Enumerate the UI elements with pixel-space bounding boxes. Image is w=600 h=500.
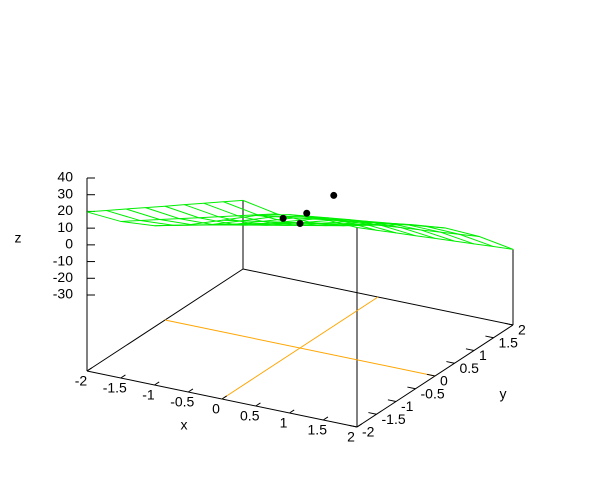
x-tick: [154, 381, 160, 386]
y-tick-label: 2: [518, 322, 526, 338]
y-tick: [407, 386, 416, 390]
y-tick: [504, 322, 514, 326]
y-tick-label: 1: [479, 347, 487, 363]
y-tick-label: 1.5: [499, 334, 519, 350]
z-tick-label: -20: [53, 269, 73, 285]
y-tick: [348, 424, 358, 428]
x-tick: [322, 416, 329, 421]
z-tick-label: -10: [53, 252, 73, 268]
x-tick: [86, 367, 92, 372]
data-point: [279, 214, 287, 222]
x-tick-label: -1.5: [103, 380, 127, 396]
mesh-line: [120, 213, 277, 222]
x-tick-label: 0: [212, 401, 220, 417]
y-tick: [426, 373, 436, 377]
mesh-line: [86, 199, 244, 213]
y-tick-label: 0: [440, 373, 448, 389]
mesh-line: [323, 218, 480, 237]
mesh-line: [154, 221, 311, 227]
x-tick: [255, 402, 261, 407]
data-point: [296, 220, 304, 228]
x-tick-label: 2: [347, 429, 355, 445]
x-tick-label: 1.5: [308, 422, 328, 438]
y-axis-label: y: [500, 386, 507, 402]
x-tick-label: -2: [75, 373, 88, 389]
data-point: [303, 209, 311, 217]
x-tick: [289, 409, 295, 414]
z-tick-label: 0: [65, 236, 73, 252]
mesh-line: [356, 226, 514, 250]
x-tick-label: 1: [280, 415, 288, 431]
x-tick-label: -1: [142, 387, 155, 403]
x-tick: [356, 423, 362, 428]
y-tick-label: 0.5: [460, 360, 480, 376]
mesh-line: [289, 214, 446, 229]
y-tick: [446, 361, 455, 364]
z-tick-label: 10: [57, 219, 73, 235]
x-tick-label: -0.5: [170, 394, 194, 410]
z-axis-label: z: [15, 230, 22, 246]
y-tick-label: -1: [401, 398, 414, 414]
data-point: [330, 191, 338, 199]
y-tick: [485, 335, 494, 339]
y-tick-label: -1.5: [382, 411, 406, 427]
y-tick: [368, 412, 377, 415]
y-tick: [387, 399, 397, 402]
z-tick-label: -30: [53, 286, 73, 302]
mesh-line: [188, 224, 345, 227]
y-tick: [465, 348, 475, 351]
zero-axis: [221, 296, 379, 400]
z-tick-label: 30: [57, 185, 73, 201]
x-axis-label: x: [181, 417, 188, 433]
x-tick-label: 0.5: [240, 408, 260, 424]
y-tick-label: -2: [362, 424, 375, 440]
x-tick: [120, 374, 126, 379]
x-tick: [187, 388, 194, 393]
z-tick-label: 20: [57, 202, 73, 218]
y-tick-label: -0.5: [421, 385, 445, 401]
z-tick-label: 40: [57, 169, 73, 185]
x-tick: [221, 395, 227, 400]
